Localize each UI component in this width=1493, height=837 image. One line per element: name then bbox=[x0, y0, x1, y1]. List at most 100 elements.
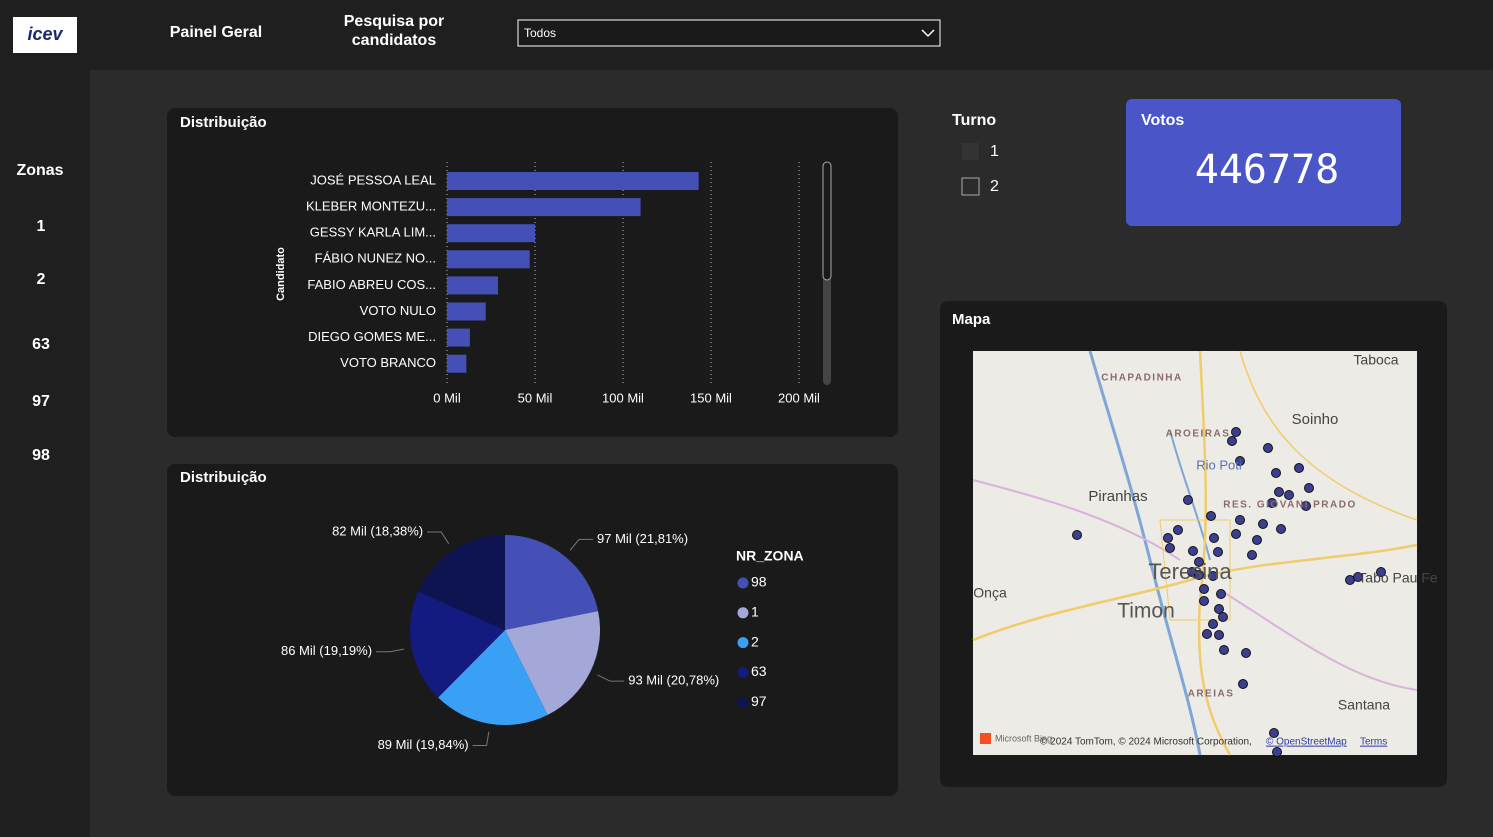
search-label: Pesquisa por candidatos bbox=[343, 13, 445, 49]
map-marker[interactable] bbox=[1238, 679, 1248, 689]
bar bbox=[447, 276, 499, 295]
bar bbox=[447, 250, 530, 269]
map-marker[interactable] bbox=[1304, 483, 1314, 493]
map-marker[interactable] bbox=[1165, 543, 1175, 553]
map-marker[interactable] bbox=[1263, 443, 1273, 453]
pie-slice bbox=[418, 535, 505, 630]
legend-label[interactable]: 97 bbox=[751, 693, 767, 709]
data-label: 93 Mil (20,78%) bbox=[628, 673, 719, 688]
map-place: Timon bbox=[1117, 600, 1175, 623]
map-marker[interactable] bbox=[1301, 501, 1311, 511]
legend-label[interactable]: 63 bbox=[751, 663, 767, 679]
y-tick-label: VOTO NULO bbox=[360, 303, 436, 318]
map-marker[interactable] bbox=[1199, 584, 1209, 594]
map-marker[interactable] bbox=[1188, 546, 1198, 556]
map-markers bbox=[1072, 427, 1386, 757]
legend-label[interactable]: 98 bbox=[751, 574, 767, 590]
map-marker[interactable] bbox=[1247, 550, 1257, 560]
map-marker[interactable] bbox=[1219, 645, 1229, 655]
map-marker[interactable] bbox=[1194, 570, 1204, 580]
scroll-thumb[interactable] bbox=[822, 161, 832, 281]
map-place: Taboca bbox=[1353, 352, 1398, 368]
map-marker[interactable] bbox=[1206, 511, 1216, 521]
zone-item[interactable]: 1 bbox=[37, 218, 46, 235]
bar bbox=[447, 354, 467, 373]
map-marker[interactable] bbox=[1213, 547, 1223, 557]
map-place: AROEIRAS bbox=[1166, 429, 1231, 440]
map-place: Piranhas bbox=[1088, 488, 1147, 505]
chevron bbox=[921, 29, 935, 38]
map-marker[interactable] bbox=[1294, 463, 1304, 473]
map-marker[interactable] bbox=[1208, 571, 1218, 581]
dropdown[interactable] bbox=[517, 19, 941, 47]
nav-link[interactable]: Painel Geral bbox=[170, 24, 263, 41]
map-marker[interactable] bbox=[1214, 630, 1224, 640]
panel-title: Distribuição bbox=[180, 114, 267, 131]
map-marker[interactable] bbox=[1199, 596, 1209, 606]
pie-slice bbox=[438, 630, 548, 725]
map-terms[interactable]: Terms bbox=[1360, 737, 1387, 748]
kpi-value: 446778 bbox=[1195, 147, 1340, 193]
y-tick-label: FABIO ABREU COS... bbox=[307, 277, 436, 292]
kpi-card bbox=[1126, 99, 1401, 226]
map-place: AREIAS bbox=[1188, 689, 1235, 700]
zone-item[interactable]: 2 bbox=[37, 271, 46, 288]
bar-panel bbox=[167, 108, 898, 437]
map-marker[interactable] bbox=[1208, 619, 1218, 629]
slicer-title: Turno bbox=[952, 112, 996, 129]
map-marker[interactable] bbox=[1227, 436, 1237, 446]
ms-logo bbox=[980, 733, 991, 744]
map-marker[interactable] bbox=[1276, 524, 1286, 534]
map-marker[interactable] bbox=[1353, 572, 1363, 582]
map-marker[interactable] bbox=[1235, 456, 1245, 466]
map-marker[interactable] bbox=[1231, 529, 1241, 539]
sidebar bbox=[0, 70, 90, 837]
map-marker[interactable] bbox=[1194, 557, 1204, 567]
map-marker[interactable] bbox=[1218, 612, 1228, 622]
map-osm[interactable]: © OpenStreetMap bbox=[1266, 737, 1347, 748]
legend-label[interactable]: 1 bbox=[751, 604, 759, 620]
map-marker[interactable] bbox=[1183, 495, 1193, 505]
map-marker[interactable] bbox=[1173, 525, 1183, 535]
zone-item[interactable]: 63 bbox=[32, 336, 50, 353]
map-marker[interactable] bbox=[1241, 648, 1251, 658]
map-marker[interactable] bbox=[1216, 589, 1226, 599]
map-marker[interactable] bbox=[1209, 533, 1219, 543]
x-tick-label: 0 Mil bbox=[433, 390, 461, 405]
map-place: Santana bbox=[1338, 697, 1390, 713]
map-marker[interactable] bbox=[1231, 427, 1241, 437]
x-tick-label: 50 Mil bbox=[518, 390, 553, 405]
map-marker[interactable] bbox=[1214, 604, 1224, 614]
map-place: Onça bbox=[973, 585, 1007, 601]
panel-title: Mapa bbox=[952, 311, 991, 328]
map-marker[interactable] bbox=[1267, 498, 1277, 508]
map-marker[interactable] bbox=[1269, 728, 1279, 738]
map-place: CHAPADINHA bbox=[1101, 373, 1182, 384]
pie-slice bbox=[409, 591, 505, 698]
map-marker[interactable] bbox=[1272, 747, 1282, 757]
bar bbox=[447, 198, 641, 217]
logo-box bbox=[13, 17, 77, 53]
x-tick-label: 200 Mil bbox=[778, 390, 820, 405]
map-marker[interactable] bbox=[1376, 567, 1386, 577]
leader-line bbox=[597, 674, 625, 682]
checkbox[interactable] bbox=[962, 143, 979, 160]
map-marker[interactable] bbox=[1284, 490, 1294, 500]
map-marker[interactable] bbox=[1202, 629, 1212, 639]
map-marker[interactable] bbox=[1163, 533, 1173, 543]
data-label: 97 Mil (21,81%) bbox=[597, 531, 688, 546]
map-marker[interactable] bbox=[1274, 487, 1284, 497]
zone-item[interactable]: 98 bbox=[32, 447, 50, 464]
bar bbox=[447, 172, 699, 190]
legend-label[interactable]: 2 bbox=[751, 633, 759, 649]
zone-item[interactable]: 97 bbox=[32, 393, 50, 410]
checkbox-label: 1 bbox=[990, 143, 999, 160]
checkbox[interactable] bbox=[961, 177, 980, 196]
data-label: 89 Mil (19,84%) bbox=[378, 737, 469, 752]
map-marker[interactable] bbox=[1252, 535, 1262, 545]
map-marker[interactable] bbox=[1258, 519, 1268, 529]
map-marker[interactable] bbox=[1235, 515, 1245, 525]
map-marker[interactable] bbox=[1271, 468, 1281, 478]
leader-line bbox=[376, 648, 404, 653]
map-marker[interactable] bbox=[1072, 530, 1082, 540]
